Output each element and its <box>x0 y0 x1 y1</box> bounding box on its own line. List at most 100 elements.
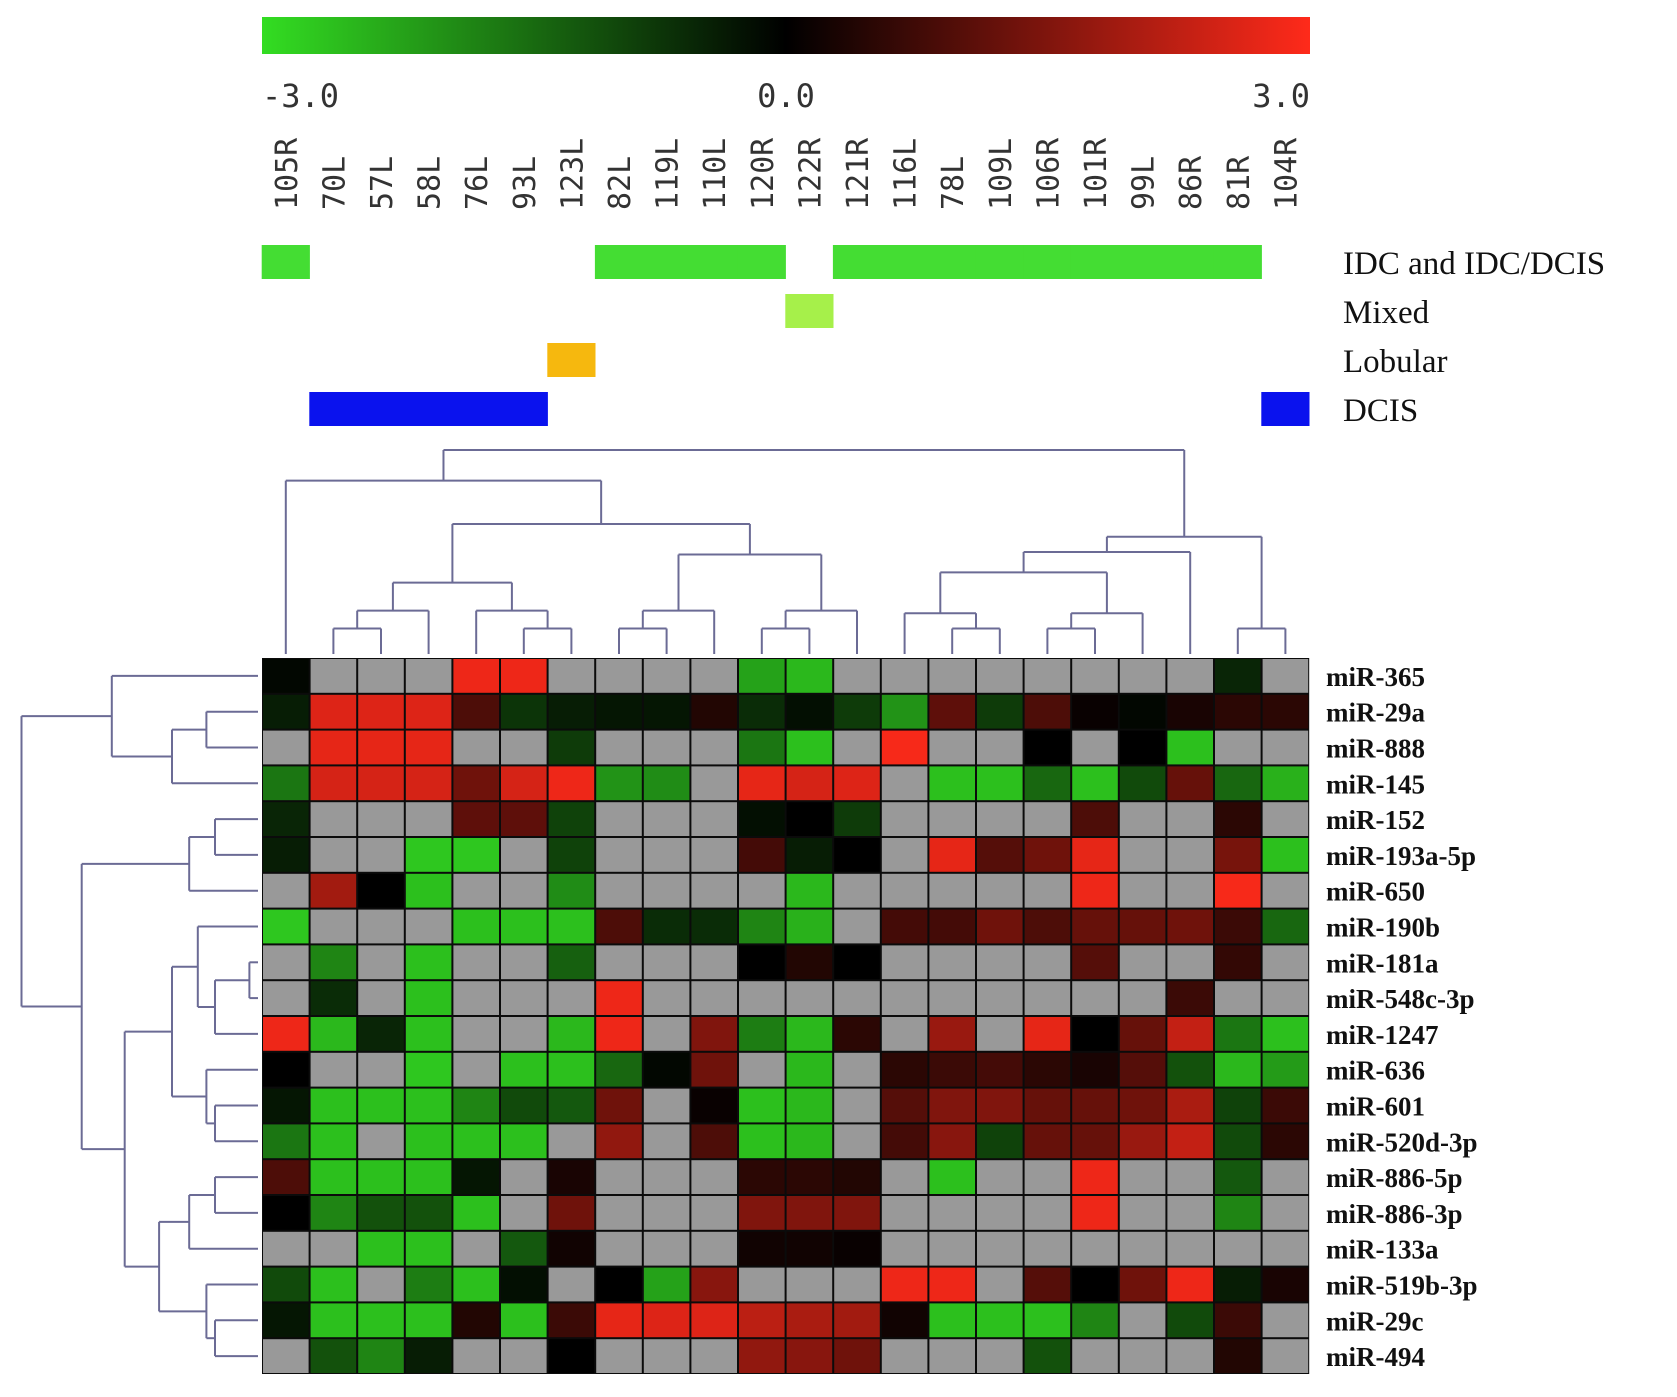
heatmap-cell <box>929 909 975 944</box>
heatmap-cell <box>1262 694 1309 729</box>
heatmap-cell <box>1072 802 1118 836</box>
heatmap-cell <box>405 802 452 836</box>
heatmap-cell <box>358 1231 404 1266</box>
heatmap-cell <box>453 766 499 801</box>
row-label: miR-29c <box>1326 1306 1423 1336</box>
heatmap-cell <box>977 909 1023 944</box>
heatmap-cell <box>1167 1339 1213 1373</box>
heatmap-cell <box>453 838 499 872</box>
heatmap-cell <box>263 873 309 908</box>
heatmap-cell <box>358 1160 404 1194</box>
row-label: miR-193a-5p <box>1326 841 1476 871</box>
heatmap-cell <box>596 1303 642 1338</box>
heatmap-cell <box>1119 945 1166 980</box>
column-label: 82L <box>603 156 638 210</box>
heatmap-cell <box>1262 1052 1309 1087</box>
heatmap-cell <box>548 1052 595 1087</box>
heatmap-cell <box>691 909 737 944</box>
heatmap-cell <box>1024 838 1071 872</box>
heatmap-cell <box>596 838 642 872</box>
scale-tick-max: 3.0 <box>1252 77 1310 115</box>
heatmap-cell <box>548 909 595 944</box>
heatmap-cell <box>453 909 499 944</box>
heatmap-cell <box>1167 802 1213 836</box>
heatmap-cell <box>643 1339 690 1373</box>
heatmap-cell <box>929 1303 975 1338</box>
heatmap-cell <box>263 1267 309 1302</box>
heatmap-cell <box>786 1303 833 1338</box>
heatmap-cell <box>1215 1231 1261 1266</box>
heatmap-cell <box>358 1196 404 1230</box>
track-cell <box>547 343 596 377</box>
heatmap-cell <box>453 1267 499 1302</box>
heatmap-cell <box>1072 1088 1118 1123</box>
heatmap-cell <box>548 1303 595 1338</box>
heatmap-cell <box>1262 1303 1309 1338</box>
heatmap-cell <box>1167 873 1213 908</box>
track-cell <box>452 392 501 426</box>
heatmap-cell <box>1215 909 1261 944</box>
heatmap-cells <box>262 658 1310 1374</box>
heatmap-cell <box>1072 766 1118 801</box>
heatmap-cell <box>786 838 833 872</box>
heatmap-cell <box>1119 802 1166 836</box>
heatmap-cell <box>1119 1303 1166 1338</box>
column-label: 109L <box>984 138 1019 210</box>
heatmap-cell <box>501 873 547 908</box>
heatmap-cell <box>1119 1088 1166 1123</box>
heatmap-cell <box>977 659 1023 693</box>
heatmap-cell <box>405 909 452 944</box>
heatmap-cell <box>501 730 547 765</box>
heatmap-cell <box>1119 838 1166 872</box>
column-label: 86R <box>1174 155 1209 210</box>
heatmap-cell <box>405 1160 452 1194</box>
heatmap-cell <box>1262 1339 1309 1373</box>
heatmap-cell <box>977 838 1023 872</box>
heatmap-cell <box>1167 838 1213 872</box>
heatmap-cell <box>310 1303 357 1338</box>
heatmap-cell <box>596 873 642 908</box>
heatmap-cell <box>310 1231 357 1266</box>
heatmap-cell <box>643 909 690 944</box>
row-label: miR-29a <box>1326 698 1425 728</box>
heatmap-cell <box>310 1088 357 1123</box>
heatmap-cell <box>1262 802 1309 836</box>
heatmap-cell <box>596 1017 642 1051</box>
heatmap-cell <box>739 659 785 693</box>
heatmap-cell <box>596 1267 642 1302</box>
heatmap-cell <box>501 1231 547 1266</box>
heatmap-cell <box>739 981 785 1015</box>
heatmap-cell <box>881 1088 928 1123</box>
heatmap-frame <box>262 658 1310 1374</box>
heatmap-cell <box>548 873 595 908</box>
heatmap-cell <box>501 1017 547 1051</box>
heatmap-cell <box>501 659 547 693</box>
heatmap-cell <box>263 1196 309 1230</box>
heatmap-cell <box>881 1017 928 1051</box>
heatmap-cell <box>405 873 452 908</box>
heatmap-cell <box>358 766 404 801</box>
heatmap-cell <box>1119 981 1166 1015</box>
heatmap-cell <box>1215 1160 1261 1194</box>
heatmap-cell <box>596 981 642 1015</box>
heatmap-cell <box>1024 1160 1071 1194</box>
heatmap-cell <box>739 1267 785 1302</box>
heatmap-cell <box>310 659 357 693</box>
heatmap-cell <box>643 873 690 908</box>
heatmap-cell <box>1072 1017 1118 1051</box>
heatmap-cell <box>263 1052 309 1087</box>
heatmap-cell <box>739 1303 785 1338</box>
heatmap-cell <box>929 1231 975 1266</box>
heatmap-cell <box>1024 981 1071 1015</box>
heatmap-cell <box>691 1303 737 1338</box>
heatmap-cell <box>691 1196 737 1230</box>
heatmap-cell <box>1262 945 1309 980</box>
heatmap-cell <box>453 694 499 729</box>
heatmap-cell <box>1119 659 1166 693</box>
heatmap-cell <box>358 1124 404 1159</box>
heatmap-cell <box>691 1339 737 1373</box>
heatmap-cell <box>739 945 785 980</box>
heatmap-cell <box>929 694 975 729</box>
heatmap-cell <box>1167 766 1213 801</box>
heatmap-cell <box>501 909 547 944</box>
